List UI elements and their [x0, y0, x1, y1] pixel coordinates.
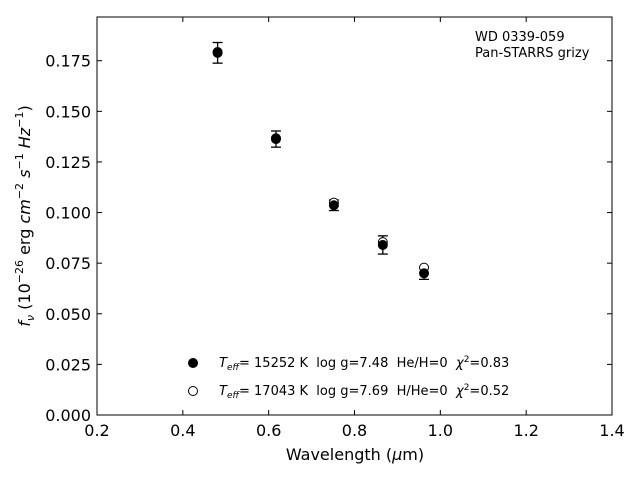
data-points [212, 41, 430, 281]
x-tick-label: 0.6 [256, 421, 281, 440]
y-tick-label: 0.000 [45, 406, 91, 425]
x-tick-label: 0.8 [342, 421, 367, 440]
y-tick-label: 0.175 [45, 52, 91, 71]
data-point-filled [212, 47, 223, 58]
y-tick-label: 0.025 [45, 355, 91, 374]
legend: Teff= 15252 K log g=7.48 He/H=0 χ2=0.83 … [188, 355, 509, 401]
legend-marker-filled [188, 358, 198, 368]
y-tick-label: 0.075 [45, 254, 91, 273]
annotation-survey: Pan-STARRS grizy [475, 46, 590, 61]
x-axis-title: Wavelength (μm) [286, 445, 424, 464]
x-tick-label: 1.4 [599, 421, 624, 440]
legend-entry-2: Teff= 17043 K log g=7.69 H/He=0 χ2=0.52 [219, 383, 509, 401]
x-tick-label: 1.2 [513, 421, 538, 440]
y-tick-label: 0.100 [45, 204, 91, 223]
data-point-filled [419, 268, 430, 279]
axis-ticks: 0.2 0.4 0.6 0.8 1.0 1.2 1.4 0.000 0.025 0.050 0.07… [45, 17, 625, 440]
y-axis-title: fν (10−26 erg cm−2 s−1 Hz−1) [13, 105, 37, 326]
data-point-filled [270, 134, 281, 145]
data-point-filled [328, 200, 339, 211]
legend-marker-open [188, 386, 198, 396]
y-tick-label: 0.050 [45, 305, 91, 324]
x-tick-label: 0.4 [170, 421, 195, 440]
y-tick-label: 0.150 [45, 102, 91, 121]
data-point-filled [377, 239, 388, 250]
x-tick-label: 1.0 [428, 421, 453, 440]
x-tick-label: 0.2 [84, 421, 109, 440]
legend-entry-1: Teff= 15252 K log g=7.48 He/H=0 χ2=0.83 [219, 355, 509, 373]
y-tick-label: 0.125 [45, 153, 91, 172]
annotation-star-name: WD 0339-059 [475, 30, 565, 45]
